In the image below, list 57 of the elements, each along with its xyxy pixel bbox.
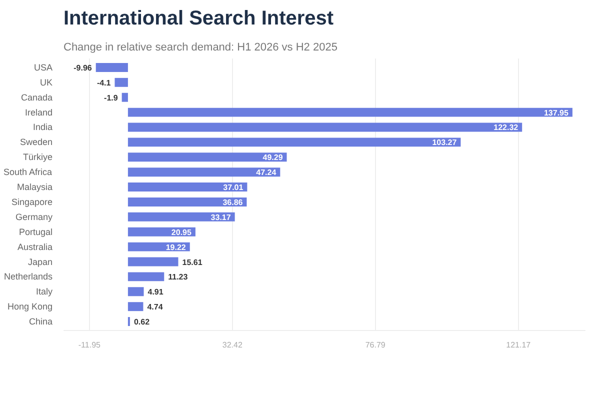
y-tick-label: Germany (15, 212, 53, 222)
y-tick-label: UK (40, 77, 53, 88)
data-label: 36.86 (222, 198, 244, 207)
bar (128, 302, 144, 312)
y-tick-label: Türkiye (22, 152, 53, 162)
data-label: -1.9 (104, 93, 118, 102)
data-label: 4.74 (147, 302, 164, 312)
data-label: 15.61 (182, 258, 203, 267)
bar (128, 152, 287, 162)
data-label: 20.95 (171, 228, 192, 237)
y-tick-label: Australia (17, 242, 52, 252)
x-tick-label: 121.17 (506, 340, 532, 350)
x-tick-label: 32.42 (222, 340, 243, 350)
y-tick-label: Hong Kong (7, 302, 53, 312)
data-label: -9.96 (74, 63, 92, 72)
x-tick-label: -11.95 (78, 340, 102, 350)
y-tick-label: South Africa (3, 167, 52, 178)
y-tick-label: Singapore (11, 196, 53, 207)
bar (128, 272, 164, 282)
bar (128, 257, 178, 266)
bar (128, 122, 522, 132)
bar (128, 197, 247, 206)
x-tick-label: 76.79 (365, 340, 386, 350)
data-label: 49.29 (262, 153, 284, 162)
bar (122, 92, 128, 102)
chart-title: International Search Interest (64, 8, 334, 30)
y-tick-label: Malaysia (16, 182, 53, 192)
bar (128, 108, 572, 117)
data-label: 19.22 (166, 242, 186, 252)
y-tick-label: Sweden (20, 137, 53, 148)
data-label: 47.24 (256, 168, 277, 178)
bar (128, 287, 144, 296)
data-label: 33.17 (210, 212, 232, 222)
data-label: -4.1 (96, 78, 112, 88)
data-label: 4.91 (148, 288, 164, 297)
bar (114, 78, 128, 87)
y-tick-label: Canada (20, 92, 53, 102)
bar (128, 168, 280, 177)
y-tick-label: Netherlands (4, 272, 53, 282)
bar (128, 182, 248, 192)
bar (96, 62, 128, 72)
bar (128, 138, 461, 147)
y-tick-label: USA (34, 62, 53, 72)
y-tick-label: India (32, 122, 53, 132)
data-label: 103.27 (432, 138, 458, 148)
y-tick-label: Japan (28, 256, 53, 267)
data-label: 137.95 (544, 108, 569, 118)
y-tick-label: Portugal (18, 226, 53, 237)
y-tick-label: China (28, 316, 52, 327)
bar (128, 212, 235, 222)
data-label: 0.62 (134, 318, 150, 327)
y-tick-label: Ireland (24, 107, 53, 118)
data-label: 37.01 (223, 183, 244, 192)
data-label: 122.32 (494, 123, 519, 132)
data-label: 11.23 (168, 272, 188, 282)
y-tick-label: Italy (36, 286, 53, 297)
chart-subtitle: Change in relative search demand: H1 2026 vs H2 2025 (64, 42, 338, 54)
